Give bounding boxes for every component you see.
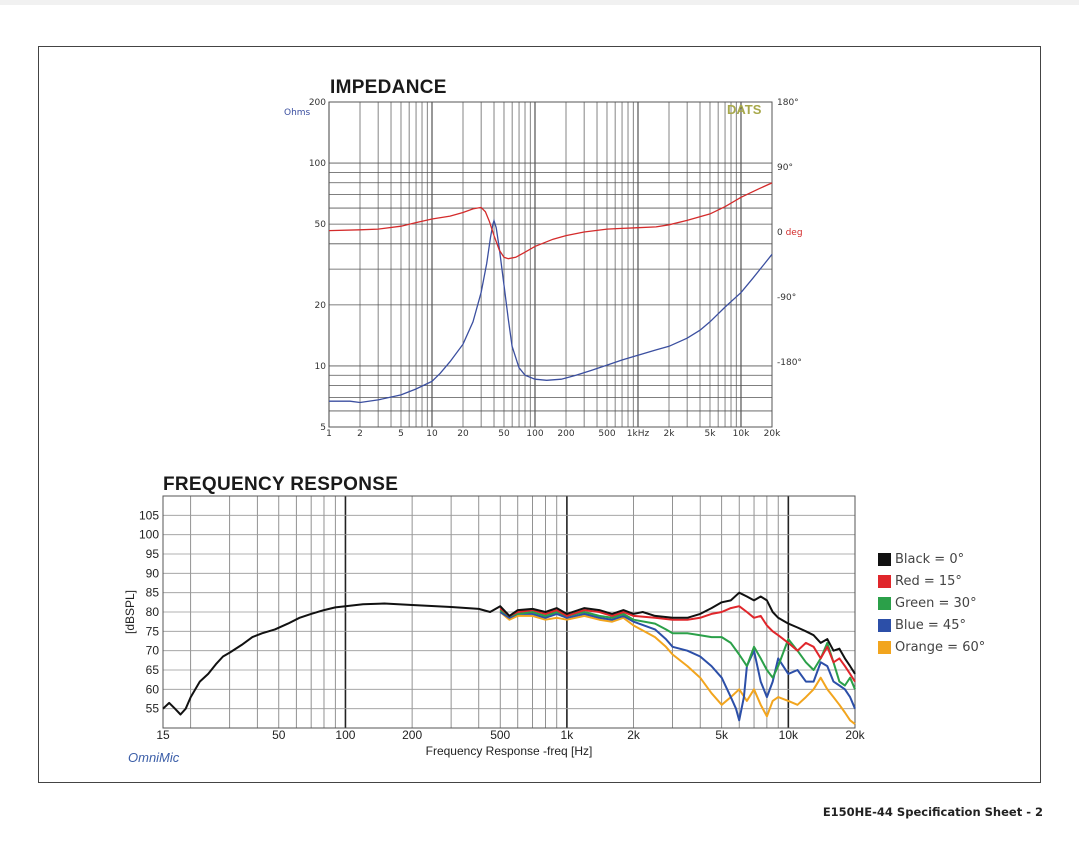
- impedance-title: IMPEDANCE: [330, 77, 447, 98]
- frequency-response-x-tick: 500: [490, 728, 510, 742]
- impedance-y-tick: 20: [315, 301, 327, 311]
- page-footer: E150HE-44 Specification Sheet - 2: [822, 805, 1043, 819]
- impedance-x-tick: 2k: [664, 429, 676, 439]
- frequency-response-y-tick: 85: [146, 586, 160, 600]
- impedance-ticks: 1 2 5 10 20 50 100 200 500 1kHz 2k 5k 10k 20k20010050…: [309, 98, 803, 439]
- frequency-response-plot-frame: [162, 495, 856, 729]
- impedance-x-tick: 2: [357, 429, 363, 439]
- frequency-response-ylabel: [dBSPL]: [123, 590, 137, 634]
- frequency-response-x-tick: 100: [335, 728, 355, 742]
- legend-swatch: [878, 552, 891, 566]
- impedance-series-line: [328, 182, 773, 260]
- impedance-y-tick: 100: [309, 159, 326, 169]
- frequency-response-series-line: [499, 611, 856, 722]
- impedance-x-tick: 200: [557, 429, 574, 439]
- frequency-response-y-tick: 100: [139, 528, 159, 542]
- frequency-response-xlabel: Frequency Response -freq [Hz]: [426, 744, 593, 758]
- impedance-x-tick: 20: [457, 429, 469, 439]
- impedance-series: [328, 182, 773, 404]
- impedance-x-tick: 1: [326, 429, 332, 439]
- impedance-series-line: [329, 218, 773, 404]
- frequency-response-title: FREQUENCY RESPONSE: [163, 474, 398, 495]
- impedance-x-tick: 500: [598, 429, 615, 439]
- impedance-x-tick: 10k: [733, 429, 750, 439]
- top-divider: [0, 0, 1079, 5]
- spec-frame: [38, 46, 1041, 783]
- frequency-response-y-tick: 65: [146, 663, 160, 677]
- legend-label: Orange = 60°: [895, 639, 986, 655]
- impedance-plot-frame: [328, 101, 773, 428]
- impedance-x-tick: 5: [398, 429, 404, 439]
- frequency-response-series: [162, 591, 856, 725]
- legend-swatch: [878, 640, 891, 654]
- frequency-response-y-tick: 75: [146, 624, 160, 638]
- dats-watermark: DATS: [727, 102, 762, 117]
- impedance-y-tick: 5: [320, 423, 326, 433]
- frequency-response-ticks: 15 50 100 200 500 1k 2k 5k 10k 20k 105 100 95 90 85 80 7…: [139, 508, 866, 742]
- frequency-response-x-tick: 50: [272, 728, 286, 742]
- frequency-response-x-tick: 10k: [779, 728, 799, 742]
- frequency-response-x-tick: 5k: [715, 728, 729, 742]
- legend-label: Green = 30°: [895, 595, 977, 611]
- frequency-response-x-tick: 20k: [845, 728, 865, 742]
- frequency-response-series-line: [499, 605, 856, 683]
- impedance-x-tick: 100: [526, 429, 543, 439]
- impedance-x-tick: 10: [426, 429, 438, 439]
- impedance-x-tick: 50: [498, 429, 510, 439]
- impedance-y-tick: 10: [315, 362, 327, 372]
- impedance-y2-tick: 0 deg: [777, 228, 803, 238]
- legend-item-blue: Blue = 45°: [878, 614, 1008, 636]
- impedance-y-tick: 50: [315, 220, 327, 230]
- frequency-response-legend: Black = 0° Red = 15° Green = 30° Blue = …: [878, 548, 1008, 658]
- frequency-response-y-tick: 55: [146, 702, 160, 716]
- frequency-response-x-tick: 2k: [627, 728, 641, 742]
- impedance-x-tick: 5k: [705, 429, 717, 439]
- legend-item-red: Red = 15°: [878, 570, 1008, 592]
- frequency-response-x-tick: 1k: [561, 728, 575, 742]
- legend-label: Blue = 45°: [895, 617, 966, 633]
- frequency-response-x-tick: 200: [402, 728, 422, 742]
- legend-item-orange: Orange = 60°: [878, 636, 1008, 658]
- frequency-response-series-line: [499, 611, 856, 725]
- legend-item-black: Black = 0°: [878, 548, 1008, 570]
- impedance-x-tick: 20k: [764, 429, 781, 439]
- legend-label: Red = 15°: [895, 573, 962, 589]
- frequency-response-y-tick: 90: [146, 566, 160, 580]
- frequency-response-y-tick: 70: [146, 644, 160, 658]
- legend-swatch: [878, 618, 891, 632]
- frequency-response-y-tick: 60: [146, 682, 160, 696]
- frequency-response-y-tick: 95: [146, 547, 160, 561]
- impedance-y2-tick: 90°: [777, 163, 793, 173]
- impedance-y2-tick: 180°: [777, 98, 799, 108]
- legend-item-green: Green = 30°: [878, 592, 1008, 614]
- impedance-y2-tick: -180°: [777, 358, 802, 368]
- omnimic-label: OmniMic: [128, 750, 180, 765]
- frequency-response-y-tick: 105: [139, 508, 159, 522]
- impedance-y-tick: 200: [309, 98, 326, 108]
- impedance-y2-tick: -90°: [777, 293, 796, 303]
- impedance-x-tick: 1kHz: [627, 429, 650, 439]
- legend-swatch: [878, 574, 891, 588]
- impedance-ylabel: Ohms: [284, 108, 311, 118]
- legend-swatch: [878, 596, 891, 610]
- frequency-response-x-tick: 15: [156, 728, 170, 742]
- impedance-grid: [328, 101, 773, 428]
- frequency-response-y-tick: 80: [146, 605, 160, 619]
- legend-label: Black = 0°: [895, 551, 965, 567]
- frequency-response-series-line: [162, 591, 856, 716]
